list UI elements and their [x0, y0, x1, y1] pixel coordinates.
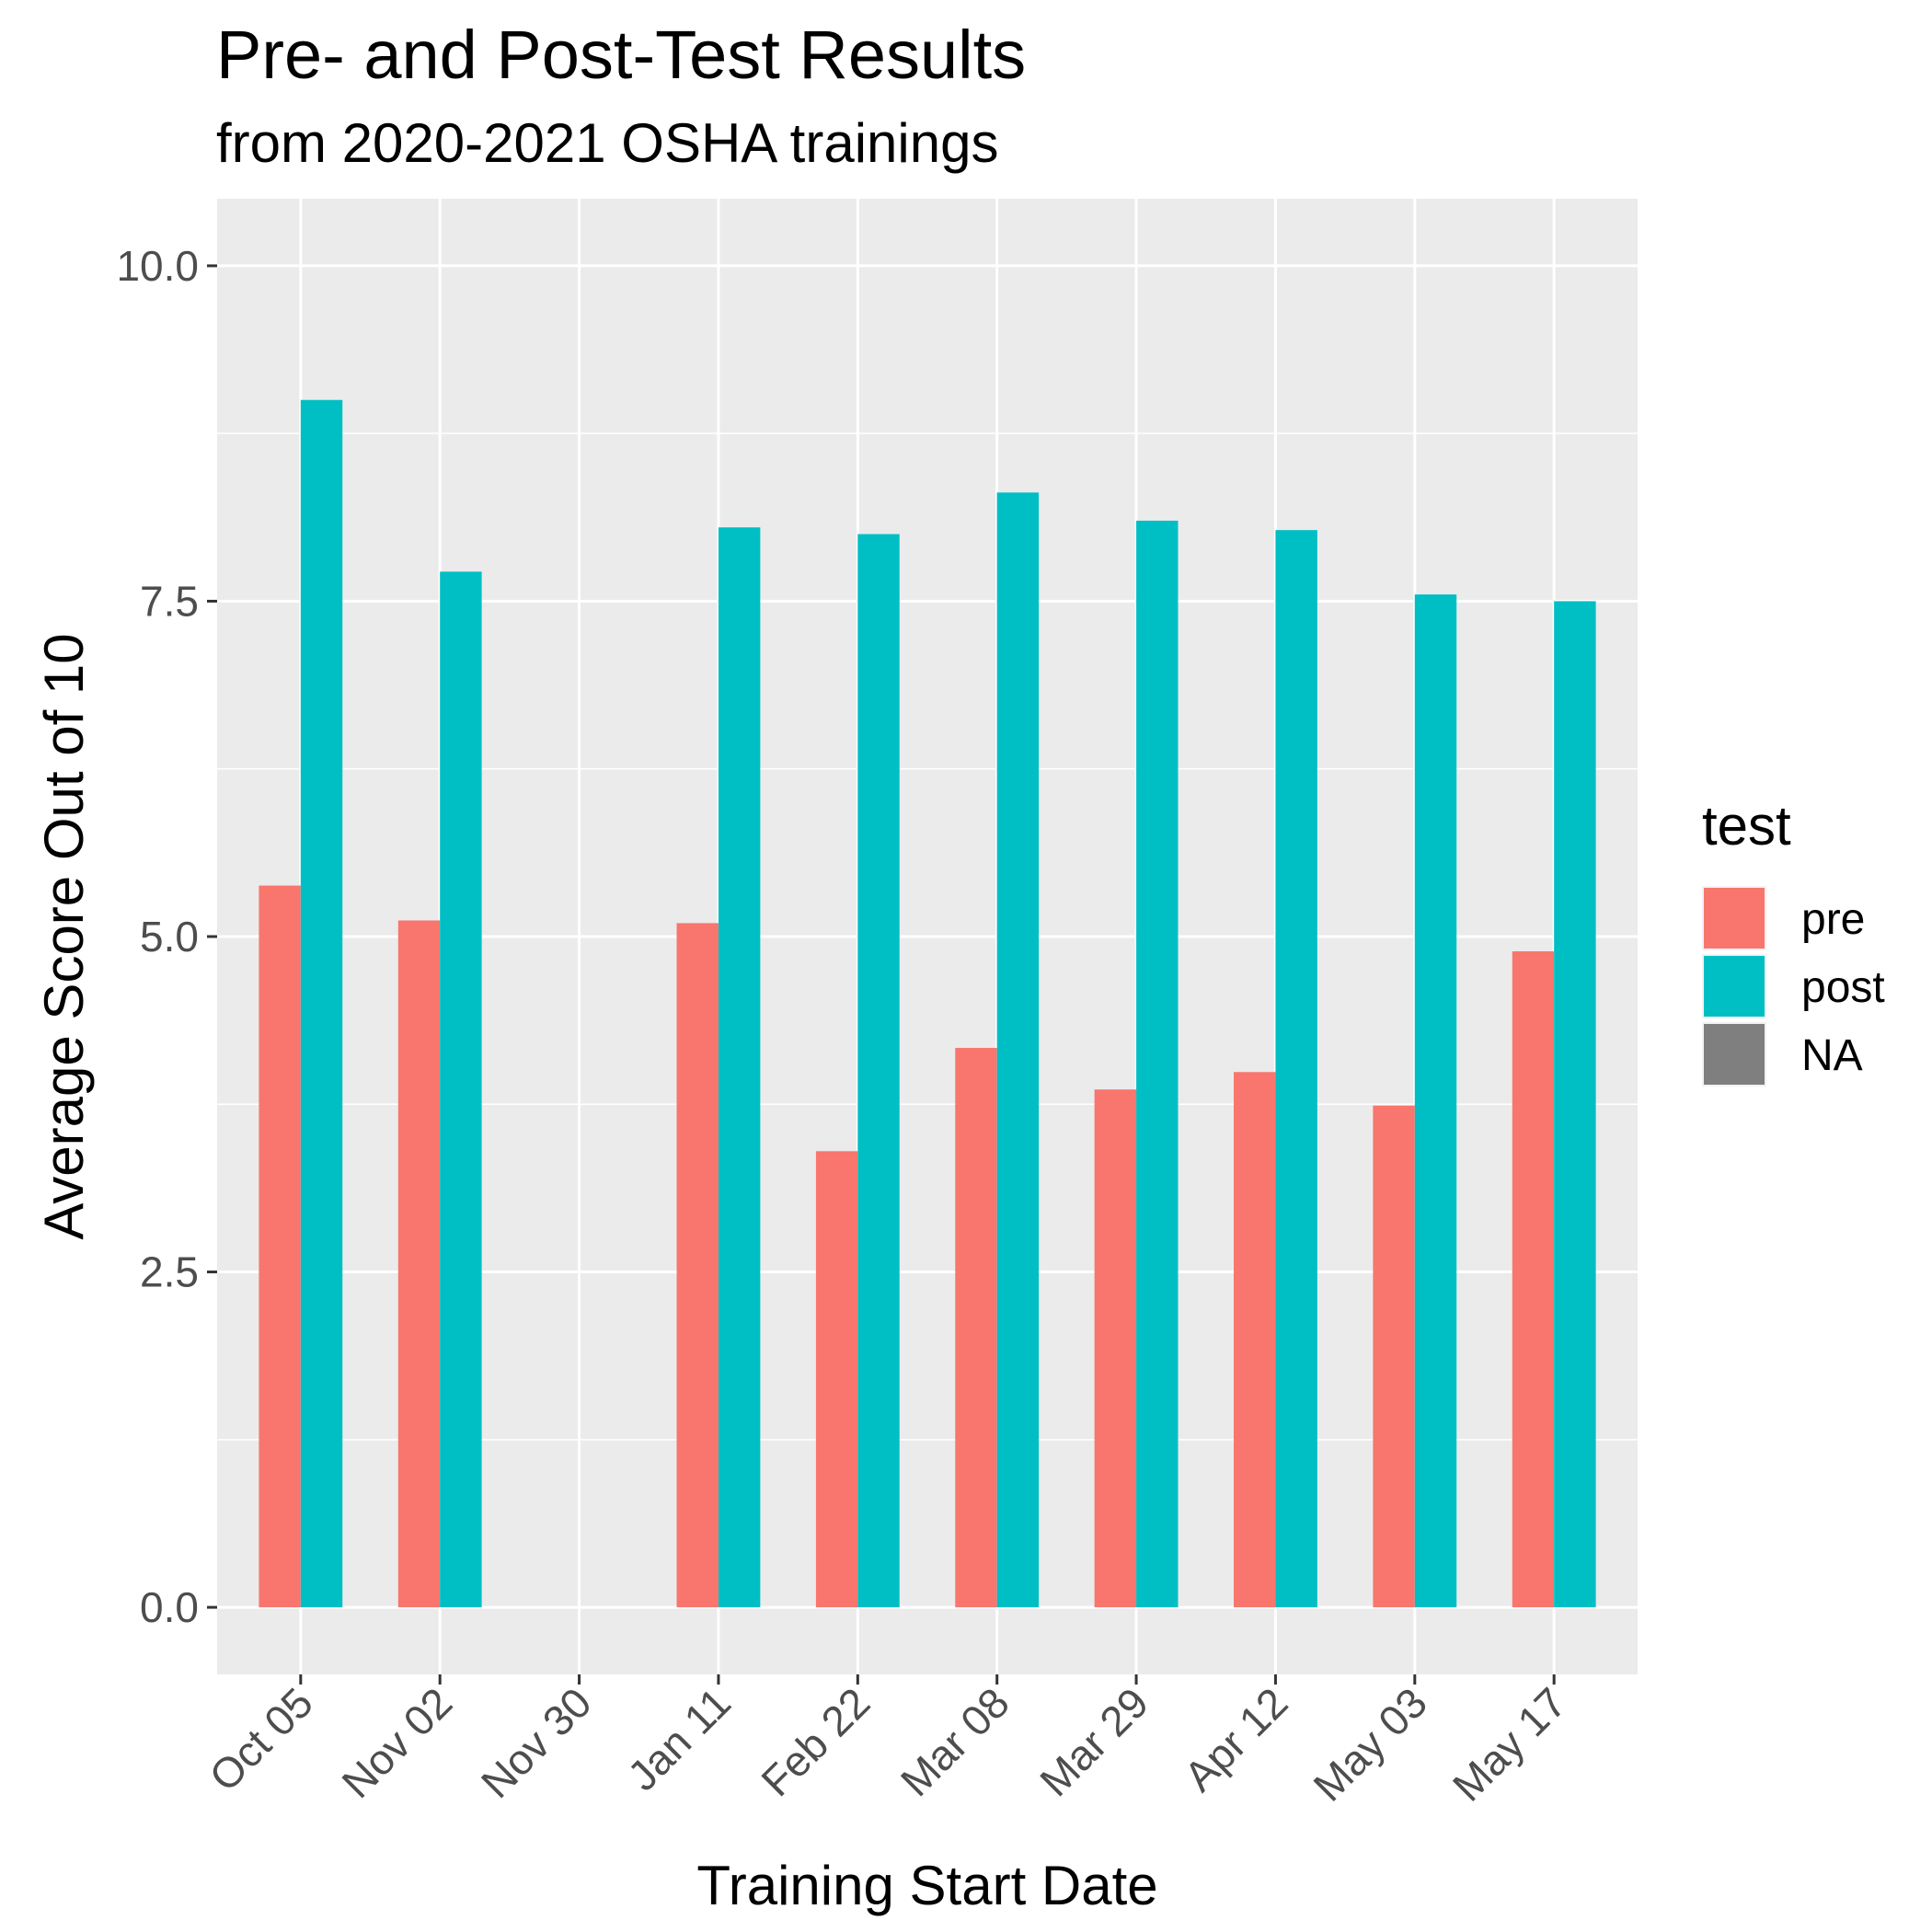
- legend-label-na: NA: [1801, 1031, 1863, 1080]
- bar-pre-feb-22: [815, 1151, 858, 1608]
- x-axis: Oct 05 Nov 02 Nov 30 Jan 11 Feb 22 Mar 08 Mar …: [200, 1674, 1575, 1811]
- bar-pre-oct-05: [259, 885, 301, 1608]
- bar-pre-may-03: [1373, 1105, 1415, 1608]
- bar-post-jan-11: [718, 527, 761, 1608]
- y-tick-label: 5.0: [140, 913, 199, 960]
- chart-subtitle: from 2020-2021 OSHA trainings: [216, 112, 998, 174]
- x-tick-label: Feb 22: [752, 1678, 879, 1805]
- x-tick-label: Jan 11: [618, 1678, 740, 1800]
- bar-post-may-17: [1554, 601, 1596, 1608]
- chart-title: Pre- and Post-Test Results: [216, 17, 1026, 93]
- y-tick-label: 2.5: [140, 1248, 199, 1296]
- y-tick-label: 0.0: [140, 1583, 199, 1631]
- bar-pre-nov-02: [397, 920, 441, 1608]
- x-tick-label: Nov 30: [472, 1678, 601, 1807]
- x-tick-label: Oct 05: [200, 1678, 322, 1800]
- y-axis: 0.0 2.5 5.0 7.5 10.0: [116, 242, 217, 1631]
- bar-post-mar-08: [996, 492, 1040, 1608]
- bar-pre-jan-11: [676, 923, 719, 1608]
- bar-pre-apr-12: [1234, 1072, 1276, 1608]
- x-tick-label: Apr 12: [1175, 1678, 1297, 1800]
- legend-swatch-post: [1704, 956, 1765, 1017]
- y-tick-label: 10.0: [116, 242, 199, 290]
- bar-post-oct-05: [300, 399, 343, 1608]
- x-tick-label: May 17: [1443, 1678, 1575, 1810]
- x-axis-title: Training Start Date: [696, 1855, 1157, 1916]
- legend-label-post: post: [1801, 963, 1885, 1012]
- x-tick-label: Nov 02: [332, 1678, 461, 1807]
- bar-post-feb-22: [857, 534, 900, 1608]
- legend-swatch-na: [1704, 1024, 1765, 1085]
- x-tick-label: Mar 29: [1030, 1678, 1157, 1805]
- legend-title: test: [1702, 795, 1791, 857]
- bar-post-nov-02: [440, 571, 482, 1608]
- bar-pre-mar-08: [955, 1048, 997, 1608]
- y-tick-label: 7.5: [140, 577, 199, 625]
- bar-pre-mar-29: [1094, 1089, 1137, 1608]
- x-tick-label: Mar 08: [891, 1678, 1018, 1805]
- bar-post-mar-29: [1136, 520, 1179, 1608]
- legend-swatch-pre: [1704, 888, 1765, 949]
- bar-post-may-03: [1414, 594, 1457, 1608]
- bars-group: [259, 399, 1596, 1608]
- x-tick-label: May 03: [1304, 1678, 1435, 1810]
- legend-label-pre: pre: [1801, 895, 1865, 944]
- bar-post-apr-12: [1275, 530, 1317, 1608]
- legend: test pre post NA: [1702, 795, 1885, 1087]
- y-axis-title: Average Score Out of 10: [33, 633, 95, 1239]
- bar-pre-may-17: [1512, 951, 1555, 1608]
